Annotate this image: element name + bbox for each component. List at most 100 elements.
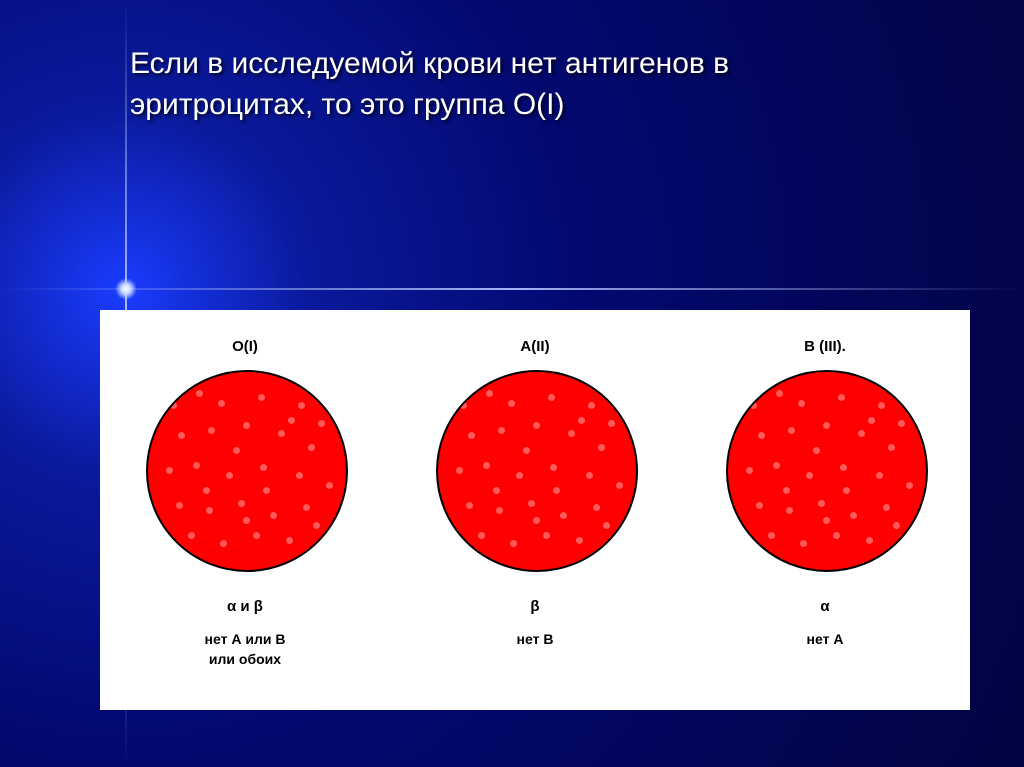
speck: [466, 502, 473, 509]
speck: [288, 417, 295, 424]
speck: [226, 472, 233, 479]
speck: [798, 400, 805, 407]
speck: [296, 472, 303, 479]
speck: [258, 394, 265, 401]
speck: [550, 464, 557, 471]
cell-bottom-label: α и β: [227, 598, 263, 616]
speck: [238, 500, 245, 507]
speck: [868, 417, 875, 424]
speck: [286, 537, 293, 544]
speck: [498, 427, 505, 434]
speck: [893, 522, 900, 529]
cell-bottom-label: β: [530, 598, 539, 616]
speck: [568, 430, 575, 437]
speck: [543, 532, 550, 539]
circle-wrap: [146, 370, 344, 568]
cell-top-label: O(I): [232, 338, 258, 356]
speck: [906, 482, 913, 489]
speck: [468, 432, 475, 439]
speck: [786, 507, 793, 514]
flare-horizontal: [0, 288, 1024, 290]
speck: [233, 447, 240, 454]
speck: [750, 402, 757, 409]
cell-sub-label: нет В: [517, 630, 554, 650]
speck: [823, 517, 830, 524]
speck: [253, 532, 260, 539]
erythrocyte-circle: [436, 370, 638, 572]
erythrocyte-circle: [726, 370, 928, 572]
speck: [196, 390, 203, 397]
speck: [788, 427, 795, 434]
cell-bottom-label: α: [820, 598, 829, 616]
speck: [823, 422, 830, 429]
speck: [206, 507, 213, 514]
speck: [576, 537, 583, 544]
speck: [220, 540, 227, 547]
speck: [326, 482, 333, 489]
speck: [270, 512, 277, 519]
speck: [193, 462, 200, 469]
speck: [773, 462, 780, 469]
speck: [818, 500, 825, 507]
speck: [170, 402, 177, 409]
speck: [560, 512, 567, 519]
speck: [493, 487, 500, 494]
speck: [478, 532, 485, 539]
speck: [758, 432, 765, 439]
speck: [203, 487, 210, 494]
speck: [508, 400, 515, 407]
speck: [838, 394, 845, 401]
cell-sub-label: нет А: [807, 630, 844, 650]
speck: [898, 420, 905, 427]
speck: [460, 402, 467, 409]
speck: [188, 532, 195, 539]
speck: [608, 420, 615, 427]
speck: [178, 432, 185, 439]
speck: [776, 390, 783, 397]
cell-top-label: B (III).: [804, 338, 846, 356]
speck: [888, 444, 895, 451]
speck: [298, 402, 305, 409]
speck: [876, 472, 883, 479]
speck: [878, 402, 885, 409]
speck: [783, 487, 790, 494]
speck: [533, 517, 540, 524]
speck: [850, 512, 857, 519]
speck: [278, 430, 285, 437]
speck: [588, 402, 595, 409]
speck: [813, 447, 820, 454]
speck: [578, 417, 585, 424]
speck: [883, 504, 890, 511]
cell-col-2: B (III). α нет А: [705, 338, 945, 669]
speck: [260, 464, 267, 471]
speck: [806, 472, 813, 479]
cells-row: O(I) α и β нет А или В или обоих A(II) β…: [100, 310, 970, 669]
circle-wrap: [726, 370, 924, 568]
speck: [746, 467, 753, 474]
speck: [768, 532, 775, 539]
speck: [593, 504, 600, 511]
flare-core: [115, 278, 137, 300]
speck: [858, 430, 865, 437]
speck: [243, 422, 250, 429]
speck: [176, 502, 183, 509]
speck: [616, 482, 623, 489]
cell-sub-label: нет А или В или обоих: [205, 630, 286, 669]
speck: [548, 394, 555, 401]
speck: [308, 444, 315, 451]
speck: [523, 447, 530, 454]
speck: [313, 522, 320, 529]
speck: [800, 540, 807, 547]
speck: [840, 464, 847, 471]
speck: [866, 537, 873, 544]
speck: [843, 487, 850, 494]
speck: [516, 472, 523, 479]
speck: [263, 487, 270, 494]
speck: [218, 400, 225, 407]
speck: [483, 462, 490, 469]
speck: [833, 532, 840, 539]
slide-title: Если в исследуемой крови нет антигенов в…: [130, 44, 914, 125]
cell-col-1: A(II) β нет В: [415, 338, 655, 669]
speck: [496, 507, 503, 514]
speck: [166, 467, 173, 474]
